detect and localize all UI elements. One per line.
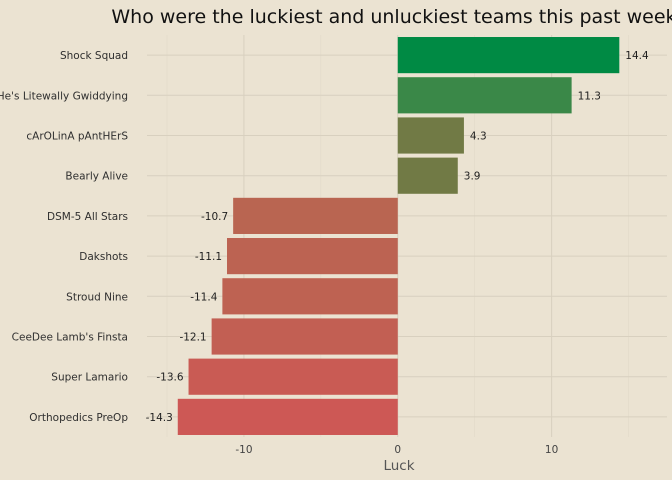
x-tick-label: 10 [545,444,558,456]
category-label: CeeDee Lamb's Finsta [12,332,128,344]
bar-value-label: 11.3 [578,90,601,102]
category-label: Stroud Nine [66,291,128,303]
category-labels-group: Shock Squad He's Litewally Gwiddying cArOL… [0,50,128,424]
bar [211,318,398,355]
bar [397,77,572,114]
bar-value-label: -14.3 [146,412,173,424]
bars-group [177,37,620,435]
bar [233,197,398,234]
chart-title: Who were the luckiest and unluckiest tea… [111,6,672,28]
category-label: He's Litewally Gwiddying [0,90,128,102]
category-label: Shock Squad [60,50,128,62]
bar [227,238,398,275]
bar [397,117,464,154]
x-tick-label: 0 [394,444,401,456]
bar [397,157,458,194]
bar-value-label: 14.4 [625,50,649,62]
category-label: Bearly Alive [65,171,128,183]
bar-value-label: 3.9 [464,171,481,183]
bar [177,398,398,435]
bar-value-label: 4.3 [470,131,487,143]
bar-value-label: -13.6 [156,372,183,384]
x-tick-labels-group: -10 0 10 [235,444,558,456]
value-labels-group: 14.4 11.3 4.3 3.9 -10.7 -11.1 -11.4 -12.1 -13.6 -… [146,50,649,424]
bar-value-label: -10.7 [201,211,228,223]
category-label: Dakshots [79,251,128,263]
x-axis-title: Luck [383,458,414,474]
bar [397,37,620,74]
bar [222,278,398,315]
bar [188,358,398,395]
bar-value-label: -11.1 [195,251,222,263]
bar-value-label: -11.4 [190,291,217,303]
category-label: Super Lamario [51,372,128,384]
category-label: DSM-5 All Stars [47,211,128,223]
category-label: cArOLinA pAntHErS [26,131,128,143]
x-tick-label: -10 [235,444,252,456]
category-label: Orthopedics PreOp [29,412,128,424]
bar-value-label: -12.1 [179,332,206,344]
